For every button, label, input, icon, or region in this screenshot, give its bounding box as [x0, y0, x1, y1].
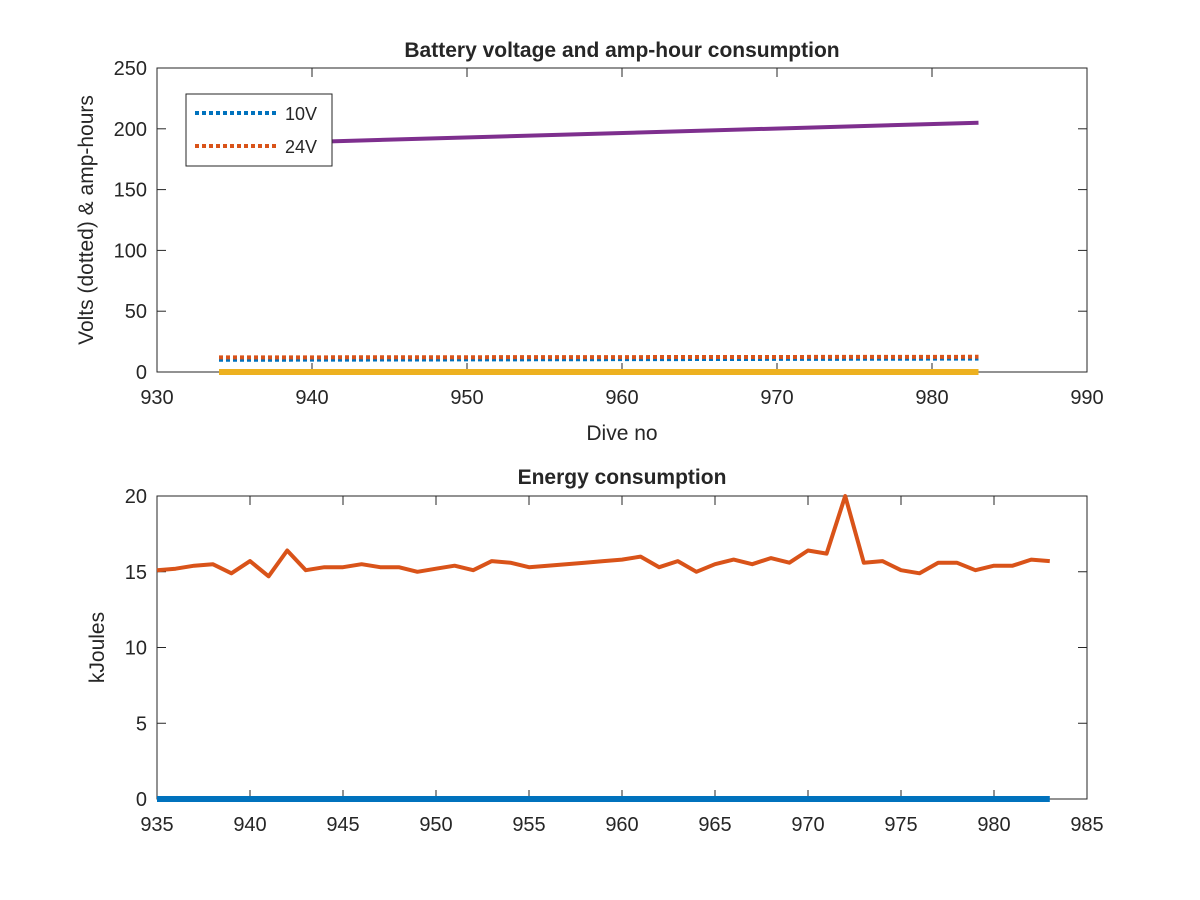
- y-tick-label: 0: [136, 362, 147, 384]
- x-tick-label: 965: [698, 814, 731, 836]
- legend-label: 10V: [285, 104, 317, 124]
- y-tick-label: 10: [125, 638, 147, 660]
- chart-energy-consumption: 935 940 945 950 955 960 965 970 975 980 985 0 5 10 15 2…: [86, 466, 1104, 836]
- x-tick-label: 980: [977, 814, 1010, 836]
- y-tick-label: 0: [136, 789, 147, 811]
- x-tick-label: 985: [1070, 814, 1103, 836]
- y-tick-label: 20: [125, 486, 147, 508]
- x-tick-label: 970: [760, 387, 793, 409]
- y-tick-label: 100: [114, 240, 147, 262]
- y-tick-label: 50: [125, 301, 147, 323]
- x-tick-label: 960: [605, 387, 638, 409]
- legend-box: [185, 93, 333, 167]
- y-axis-label: Volts (dotted) & amp-hours: [75, 95, 98, 345]
- chart-title: Energy consumption: [518, 466, 727, 489]
- chart-title: Battery voltage and amp-hour consumption: [404, 39, 839, 62]
- series-line-0: [156, 494, 1050, 579]
- legend-label: 24V: [285, 137, 317, 157]
- x-tick-label: 970: [791, 814, 824, 836]
- x-tick-label: 930: [140, 387, 173, 409]
- x-axis-label: Dive no: [586, 422, 657, 445]
- x-tick-label: 960: [605, 814, 638, 836]
- x-tick-label: 945: [326, 814, 359, 836]
- x-tick-label: 950: [450, 387, 483, 409]
- legend: 10V 24V: [185, 93, 333, 167]
- x-tick-label: 950: [419, 814, 452, 836]
- axes-box: [156, 495, 1088, 800]
- y-tick-label: 250: [114, 58, 147, 80]
- x-tick-label: 990: [1070, 387, 1103, 409]
- x-tick-label: 980: [915, 387, 948, 409]
- chart-battery-voltage: 930 940 950 960 970 980 990 0 50 100 150 200 250 Batt…: [75, 39, 1104, 445]
- series-line-2: [218, 120, 979, 147]
- y-tick-label: 150: [114, 180, 147, 202]
- x-tick-label: 940: [295, 387, 328, 409]
- x-tick-label: 940: [233, 814, 266, 836]
- y-axis-label: kJoules: [86, 612, 109, 683]
- y-tick-label: 15: [125, 562, 147, 584]
- y-tick-label: 200: [114, 119, 147, 141]
- x-tick-label: 975: [884, 814, 917, 836]
- x-tick-label: 955: [512, 814, 545, 836]
- series-line-1: [218, 354, 979, 360]
- x-tick-label: 935: [140, 814, 173, 836]
- y-tick-label: 5: [136, 713, 147, 735]
